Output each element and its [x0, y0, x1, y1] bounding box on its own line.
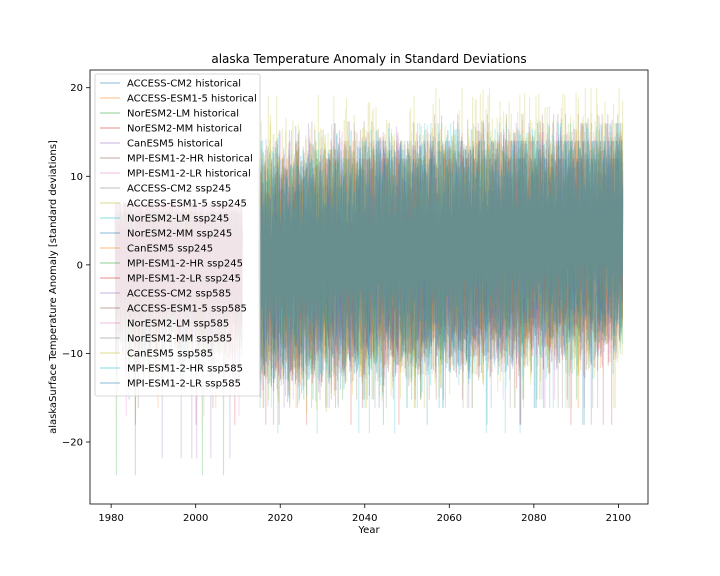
y-axis-label: alaskaSurface Temperature Anomaly [stand…: [48, 140, 59, 434]
legend-label: MPI-ESM1-2-LR historical: [127, 169, 251, 180]
y-tick-label: −10: [62, 349, 83, 360]
y-tick-label: 20: [70, 83, 83, 94]
series-line-10: [258, 158, 624, 408]
legend-label: ACCESS-CM2 ssp245: [127, 184, 231, 195]
x-tick-label: 1980: [98, 513, 123, 524]
x-tick-label: 2040: [352, 513, 377, 524]
y-axis: −20 −10 0 10 20: [62, 83, 90, 449]
x-axis-label: Year: [357, 525, 380, 536]
legend-label: ACCESS-CM2 ssp585: [127, 289, 231, 300]
series-line-19: [258, 123, 624, 408]
series-line-20: [258, 140, 624, 425]
series-line-12: [258, 158, 624, 400]
legend-label: MPI-ESM1-2-HR ssp585: [127, 364, 243, 375]
legend-label: CanESM5 historical: [127, 139, 223, 150]
legend-label: ACCESS-CM2 historical: [127, 79, 241, 90]
plot-frame: [89, 69, 649, 505]
legend-label: MPI-ESM1-2-LR ssp585: [127, 379, 241, 390]
legend-label: ACCESS-ESM1-5 historical: [127, 94, 257, 105]
legend-label: ACCESS-ESM1-5 ssp245: [127, 199, 247, 210]
x-tick-label: 2020: [268, 513, 293, 524]
series-line-15: [258, 114, 624, 400]
series-line-16: [258, 131, 624, 400]
x-axis: 1980 2000 2020 2040 2060 2080 2100: [98, 504, 631, 524]
legend-label: NorESM2-LM ssp245: [127, 214, 229, 225]
series-line-11: [258, 140, 624, 408]
x-tick-label: 2100: [606, 513, 631, 524]
x-tick-label: 2000: [183, 513, 208, 524]
x-tick-label: 2080: [521, 513, 546, 524]
legend-label: ACCESS-ESM1-5 ssp585: [127, 304, 247, 315]
series-line-13: [258, 158, 624, 425]
series-line-18: [258, 87, 624, 415]
legend: ACCESS-CM2 historical ACCESS-ESM1-5 histo…: [94, 73, 261, 397]
legend-label: NorESM2-MM historical: [127, 124, 242, 135]
series-line-7: [258, 149, 624, 408]
x-tick-label: 2060: [437, 513, 462, 524]
legend-label: NorESM2-MM ssp585: [127, 334, 232, 345]
legend-label: MPI-ESM1-2-LR ssp245: [127, 274, 241, 285]
legend-label: CanESM5 ssp245: [127, 244, 213, 255]
chart-title: alaska Temperature Anomaly in Standard D…: [211, 52, 526, 66]
y-tick-label: 10: [70, 172, 83, 183]
legend-box: [94, 73, 261, 397]
series-line-9: [258, 149, 624, 434]
legend-label: NorESM2-MM ssp245: [127, 229, 232, 240]
series-line-8: [258, 123, 624, 408]
legend-label: CanESM5 ssp585: [127, 349, 213, 360]
y-tick-label: 0: [77, 260, 83, 271]
legend-label: NorESM2-LM ssp585: [127, 319, 229, 330]
y-tick-label: −20: [62, 438, 83, 449]
series-line-17: [258, 140, 624, 408]
legend-label: NorESM2-LM historical: [127, 109, 239, 120]
series-line-14: [258, 123, 624, 408]
legend-label: MPI-ESM1-2-HR ssp245: [127, 259, 243, 270]
legend-label: MPI-ESM1-2-HR historical: [127, 154, 253, 165]
